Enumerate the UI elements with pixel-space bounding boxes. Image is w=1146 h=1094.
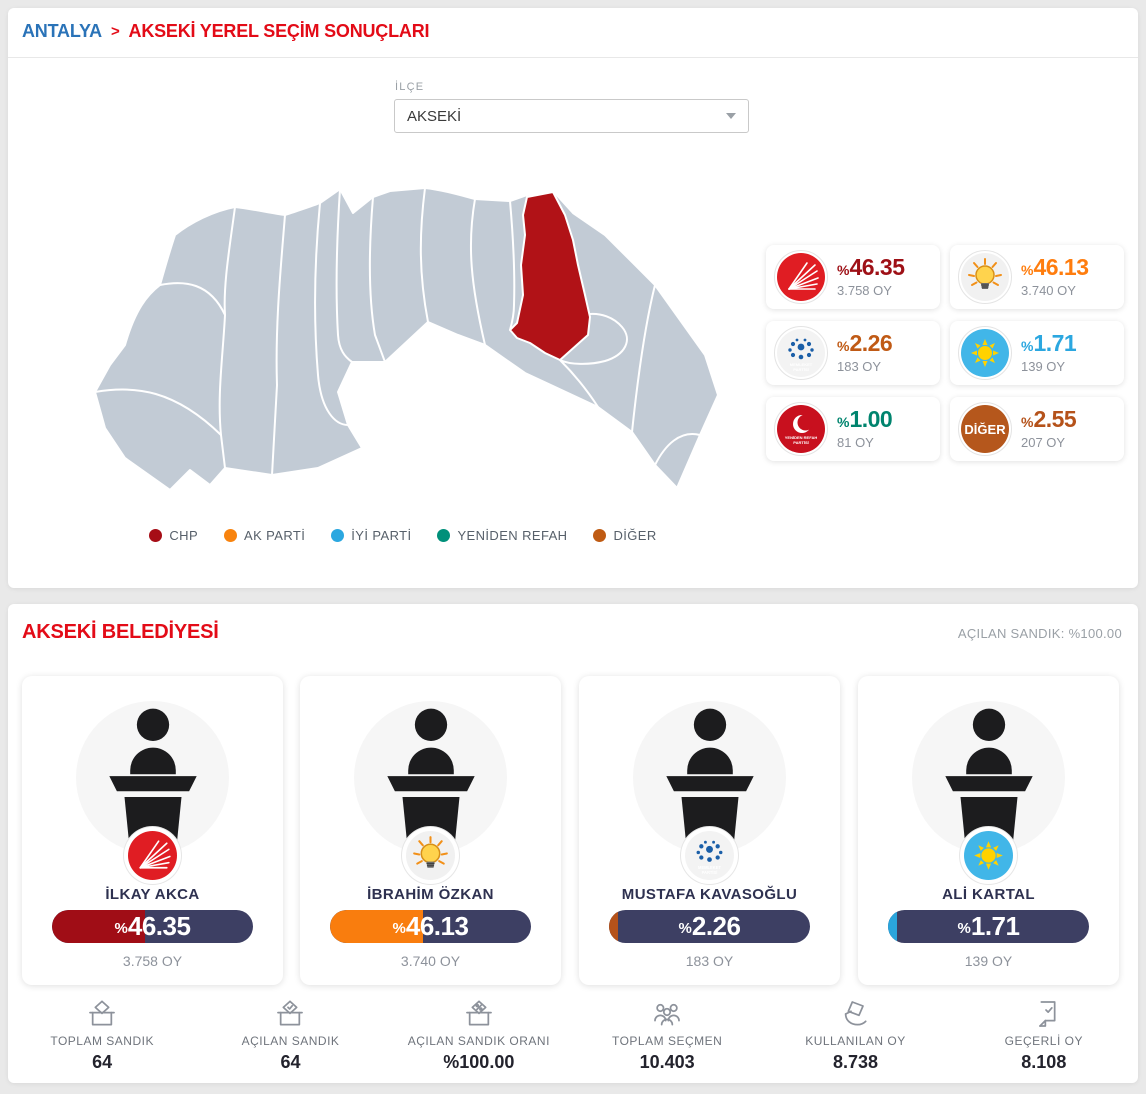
breadcrumb: ANTALYA > AKSEKİ YEREL SEÇİM SONUÇLARI (22, 21, 429, 42)
svg-text:DİĞER: DİĞER (964, 422, 1006, 437)
stat-kullanilan-oy: KULLANILAN OY 8.738 (761, 998, 949, 1073)
candidate-percent: % 1.71 (957, 911, 1020, 941)
party-votes: 3.740 OY (1021, 283, 1076, 298)
iyiparti-badge-icon (960, 827, 1017, 884)
svg-text:YENİDEN REFAH: YENİDEN REFAH (785, 435, 818, 440)
party-percent: % 46.13 (1021, 254, 1089, 280)
municipality-title: AKSEKİ BELEDİYESİ (22, 621, 219, 643)
page-title: AKSEKİ YEREL SEÇİM SONUÇLARI (128, 21, 430, 41)
candidate-name: İLKAY AKCA (105, 886, 200, 903)
results-overview-card: ANTALYA > AKSEKİ YEREL SEÇİM SONUÇLARI İ… (8, 8, 1138, 588)
legend-dot-diger (593, 529, 607, 542)
candidate-percent: % 46.35 (114, 911, 191, 941)
candidate-card-ali-kartal: ALİ KARTAL % 1.71 139 OY (858, 676, 1119, 985)
district-select-value: AKSEKİ (407, 107, 462, 125)
candidate-vote-bar: % 2.26 (609, 910, 810, 943)
candidate-vote-bar: % 1.71 (888, 910, 1089, 943)
svg-text:PARTİSİ: PARTİSİ (702, 870, 718, 875)
chp-badge-icon (124, 827, 181, 884)
stat-gecerli-oy: GEÇERLİ OY 8.108 (950, 998, 1138, 1073)
candidate-percent: % 46.13 (392, 911, 469, 941)
candidate-avatar (76, 701, 229, 854)
candidate-votes: 3.740 OY (400, 953, 461, 969)
breadcrumb-separator: > (110, 23, 120, 40)
svg-text:PARTİSİ: PARTİSİ (793, 440, 808, 445)
party-votes: 207 OY (1021, 435, 1066, 450)
district-filter-label: İLÇE (395, 81, 425, 93)
akparti-badge-icon (402, 827, 459, 884)
memleket-logo-icon: MEMLEKET PARTİSİ (777, 329, 825, 377)
candidate-name: MUSTAFA KAVASOĞLU (621, 886, 798, 903)
ballot-box-percent-icon (465, 1000, 492, 1026)
party-percent: % 2.26 (837, 330, 893, 356)
result-card-iyiparti: % 1.71 139 OY (950, 321, 1124, 385)
result-card-diger: DİĞER % 2.55 207 OY (950, 397, 1124, 461)
map-legend: CHP AK PARTİ İYİ PARTİ YENİDEN REFAH DİĞ… (85, 528, 721, 543)
legend-dot-iyiparti (331, 529, 345, 542)
candidate-vote-bar: % 46.13 (330, 910, 531, 943)
stat-toplam-secmen: TOPLAM SEÇMEN 10.403 (573, 998, 761, 1073)
stat-acilan-sandik: AÇILAN SANDIK 64 (196, 998, 384, 1073)
party-percent: % 1.71 (1021, 330, 1077, 356)
result-card-akparti: % 46.13 3.740 OY (950, 245, 1124, 309)
iyiparti-logo-icon (961, 329, 1009, 377)
legend-item-iyiparti: İYİ PARTİ (331, 528, 411, 543)
candidate-card-mustafa-kavasoglu: MEMLEKET PARTİSİ MUSTAFA KAVASOĞLU % 2.26 … (579, 676, 840, 985)
party-results-grid: % 46.35 3.758 OY % 46.13 3.740 OY MEMLEKET… (766, 245, 1126, 461)
candidate-card-ibrahim-ozkan: İBRAHİM ÖZKAN % 46.13 3.740 OY (300, 676, 561, 985)
akparti-logo-icon (961, 253, 1009, 301)
district-select[interactable]: AKSEKİ (394, 99, 749, 133)
yenidenrefah-logo-icon: YENİDEN REFAH PARTİSİ (777, 405, 825, 453)
legend-item-diger: DİĞER (593, 528, 656, 543)
memleket-badge-icon: MEMLEKET PARTİSİ (681, 827, 738, 884)
svg-text:MEMLEKET: MEMLEKET (790, 362, 813, 367)
map-svg (94, 187, 719, 491)
antalya-district-map[interactable] (85, 175, 721, 505)
municipality-results-card: AKSEKİ BELEDİYESİ AÇILAN SANDIK: %100.00… (8, 604, 1138, 1083)
candidate-votes: 139 OY (964, 953, 1013, 969)
party-votes: 183 OY (837, 359, 882, 374)
opened-ballot-ratio: AÇILAN SANDIK: %100.00 (957, 626, 1122, 641)
divider (8, 57, 1138, 58)
cast-vote-icon (845, 1001, 868, 1026)
party-votes: 81 OY (837, 435, 874, 450)
candidate-card-ilkay-akca: İLKAY AKCA % 46.35 3.758 OY (22, 676, 283, 985)
svg-text:PARTİSİ: PARTİSİ (793, 367, 808, 372)
legend-item-yenidenrefah: YENİDEN REFAH (437, 528, 567, 543)
breadcrumb-province-link[interactable]: ANTALYA (22, 21, 102, 41)
party-percent: % 46.35 (837, 254, 905, 280)
chp-logo-icon (777, 253, 825, 301)
party-percent: % 1.00 (837, 406, 893, 432)
party-percent: % 2.55 (1021, 406, 1077, 432)
legend-dot-akparti (224, 529, 238, 542)
chevron-down-icon (726, 113, 736, 119)
map-province-shape (94, 187, 719, 491)
party-votes: 3.758 OY (837, 283, 892, 298)
party-votes: 139 OY (1021, 359, 1066, 374)
voters-icon (654, 1003, 681, 1026)
candidate-name: ALİ KARTAL (942, 886, 1035, 903)
legend-item-akparti: AK PARTİ (224, 528, 305, 543)
summary-stats-row: TOPLAM SANDIK 64 AÇILAN SANDIK 64 AÇILAN… (8, 998, 1138, 1073)
candidate-vote-bar: % 46.35 (52, 910, 253, 943)
ballot-box-check-icon (277, 1000, 304, 1026)
candidate-votes: 183 OY (685, 953, 734, 969)
result-card-memleket: MEMLEKET PARTİSİ % 2.26 183 OY (766, 321, 940, 385)
result-card-yenidenrefah: YENİDEN REFAH PARTİSİ % 1.00 81 OY (766, 397, 940, 461)
candidate-percent: % 2.26 (678, 911, 741, 941)
legend-item-chp: CHP (149, 528, 198, 543)
candidate-votes: 3.758 OY (122, 953, 183, 969)
candidate-name: İBRAHİM ÖZKAN (367, 886, 494, 903)
stat-acilan-sandik-orani: AÇILAN SANDIK ORANI %100.00 (385, 998, 573, 1073)
diger-logo-icon: DİĞER (961, 405, 1009, 453)
valid-vote-icon (1038, 1001, 1056, 1027)
svg-text:MEMLEKET: MEMLEKET (698, 865, 721, 870)
result-card-chp: % 46.35 3.758 OY (766, 245, 940, 309)
legend-dot-yenidenrefah (437, 529, 451, 542)
map-district-borders (94, 187, 701, 476)
stat-toplam-sandik: TOPLAM SANDIK 64 (8, 998, 196, 1073)
ballot-box-icon (89, 1000, 116, 1026)
legend-dot-chp (149, 529, 163, 542)
map-akseki-region[interactable] (509, 191, 591, 361)
